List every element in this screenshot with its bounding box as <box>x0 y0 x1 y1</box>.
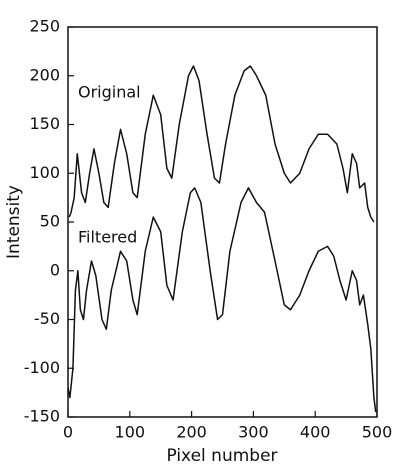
series-label: Original <box>78 83 141 102</box>
x-tick-label: 0 <box>63 423 73 442</box>
series-label: Filtered <box>78 228 137 247</box>
series-line <box>67 187 377 413</box>
y-tick-label: 250 <box>29 17 60 36</box>
y-axis-title: Intensity <box>4 185 24 259</box>
y-tick-label: 150 <box>29 114 60 133</box>
y-tick-label: 0 <box>50 260 60 279</box>
y-tick-label: -150 <box>24 407 60 426</box>
x-tick-label: 200 <box>176 423 207 442</box>
x-tick-label: 300 <box>238 423 269 442</box>
y-tick-label: -50 <box>34 309 60 328</box>
series-line <box>68 65 375 223</box>
x-tick-label: 500 <box>362 423 393 442</box>
x-axis-title: Pixel number <box>166 446 277 466</box>
x-tick-label: 100 <box>115 423 146 442</box>
y-tick-label: 200 <box>29 65 60 84</box>
y-tick-label: 50 <box>40 212 60 231</box>
x-tick-label: 400 <box>300 423 331 442</box>
y-tick-label: -100 <box>24 358 60 377</box>
y-tick-label: 100 <box>29 163 60 182</box>
